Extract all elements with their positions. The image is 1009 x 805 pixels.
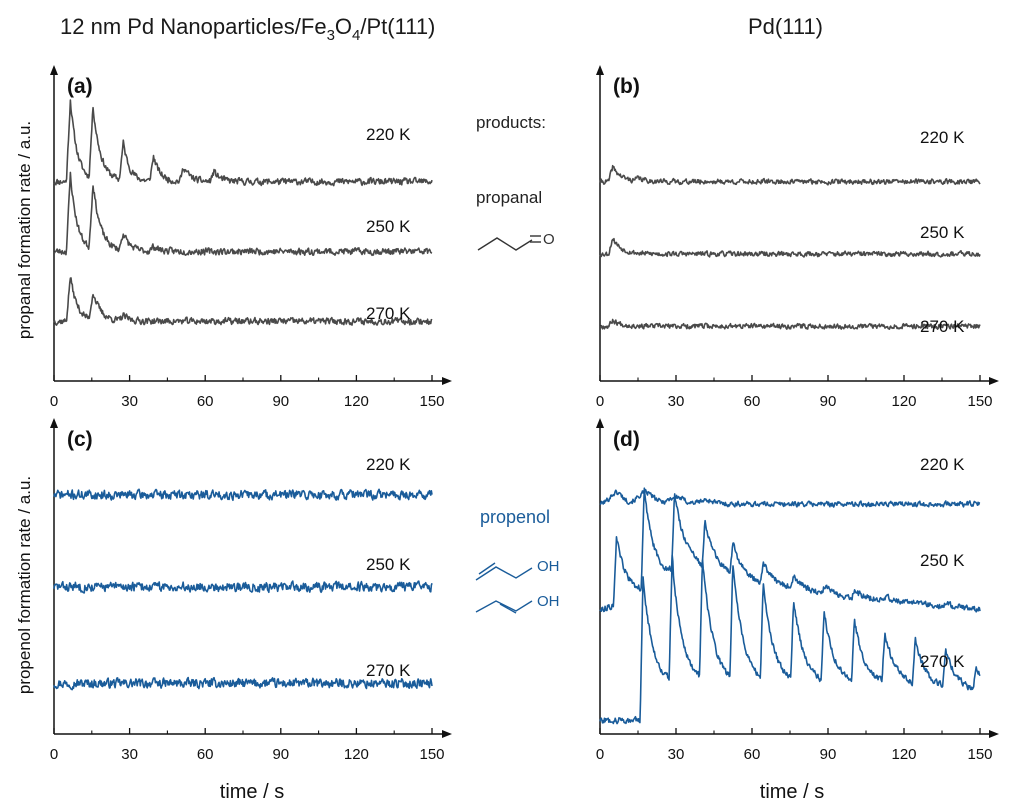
title-left: 12 nm Pd Nanoparticles/Fe3O4/Pt(111): [60, 14, 435, 44]
series-line-250k: [599, 487, 981, 613]
series-label: 270 K: [920, 652, 965, 671]
series-label: 220 K: [920, 128, 965, 147]
x-tick-label: 0: [596, 746, 604, 763]
panel-label: (a): [67, 75, 93, 98]
series-line-250k: [599, 237, 981, 258]
x-tick-label: 30: [121, 393, 138, 410]
xlabel-right: time / s: [760, 781, 824, 803]
panels: 0 30 60 90 120 150 (a) 220 K 250 K 270 K 0 30 60 90 12…: [50, 65, 999, 763]
x-tick-label: 120: [891, 393, 916, 410]
series-label: 220 K: [920, 455, 965, 474]
x-tick-label: 60: [744, 746, 761, 763]
x-tick-label: 30: [121, 746, 138, 763]
title-right: Pd(111): [748, 14, 823, 39]
series-line-270k: [53, 277, 433, 326]
series-label: 250 K: [920, 223, 965, 242]
x-tick-label: 90: [820, 393, 837, 410]
series-label: 220 K: [366, 455, 411, 474]
x-tick-label: 0: [596, 393, 604, 410]
series-label: 250 K: [920, 551, 965, 570]
series-line-220k: [53, 99, 433, 187]
series-label: 270 K: [366, 304, 411, 323]
svg-text:O: O: [543, 231, 555, 248]
series-label: 250 K: [366, 555, 411, 574]
x-tick-label: 90: [272, 393, 289, 410]
x-tick-label: 30: [668, 393, 685, 410]
panel-b: 0 30 60 90 120 150 (b) 220 K 250 K 270 K: [596, 65, 999, 410]
x-tick-label: 30: [668, 746, 685, 763]
series-label: 270 K: [366, 661, 411, 680]
series-line-220k: [599, 488, 981, 508]
series-label: 250 K: [366, 217, 411, 236]
series-label: 220 K: [366, 125, 411, 144]
propanal-structure: O: [477, 231, 555, 251]
x-tick-label: 0: [50, 393, 58, 410]
x-tick-label: 120: [891, 746, 916, 763]
series-line-220k: [53, 488, 433, 502]
panel-c: 0 30 60 90 120 150 (c) 220 K 250 K 270 K: [50, 418, 452, 763]
x-tick-label: 60: [197, 393, 214, 410]
svg-text:OH: OH: [537, 558, 560, 575]
products-annotation: products: propanal O propenol OH OH: [475, 113, 560, 614]
x-tick-label: 150: [967, 746, 992, 763]
propanal-label: propanal: [476, 188, 542, 207]
panel-a: 0 30 60 90 120 150 (a) 220 K 250 K 270 K: [50, 65, 452, 410]
series-line-270k: [53, 676, 433, 691]
panel-label: (c): [67, 428, 93, 451]
propenol-structure-2: OH: [475, 593, 560, 614]
products-label: products:: [476, 113, 546, 132]
xlabel-left: time / s: [220, 781, 284, 803]
propenol-structure-1: OH: [475, 558, 560, 581]
x-tick-label: 120: [344, 393, 369, 410]
svg-text:OH: OH: [537, 593, 560, 610]
x-tick-label: 150: [967, 393, 992, 410]
panel-label: (b): [613, 75, 640, 98]
x-tick-label: 90: [272, 746, 289, 763]
panel-label: (d): [613, 428, 640, 451]
x-tick-label: 150: [419, 393, 444, 410]
panel-d: 0 30 60 90 120 150 (d) 220 K 250 K 270 K: [596, 418, 999, 763]
ylabel-propenol: propenol formation rate / a.u.: [15, 476, 34, 694]
series-label: 270 K: [920, 317, 965, 336]
x-tick-label: 150: [419, 746, 444, 763]
x-tick-label: 60: [197, 746, 214, 763]
series-line-220k: [599, 164, 981, 186]
x-tick-label: 0: [50, 746, 58, 763]
propenol-label: propenol: [480, 507, 550, 527]
x-tick-label: 60: [744, 393, 761, 410]
x-tick-label: 90: [820, 746, 837, 763]
ylabel-propanal: propanal formation rate / a.u.: [15, 121, 34, 339]
x-tick-label: 120: [344, 746, 369, 763]
series-line-270k: [599, 554, 981, 725]
series-line-250k: [53, 580, 433, 594]
series-line-250k: [53, 171, 433, 257]
series-line-270k: [599, 318, 981, 330]
